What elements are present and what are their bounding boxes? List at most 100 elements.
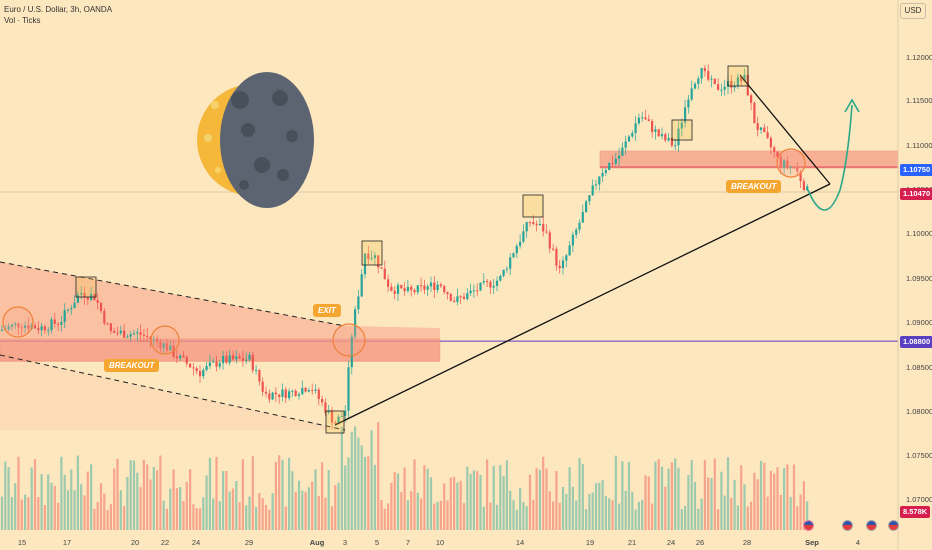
- volume-bar: [258, 493, 261, 530]
- candle-body: [674, 145, 677, 147]
- volume-bar: [7, 467, 10, 530]
- volume-bar: [591, 492, 594, 530]
- volume-bar: [238, 502, 241, 530]
- candle-body: [717, 84, 720, 90]
- volume-bar: [274, 461, 277, 530]
- candle-body: [241, 358, 244, 361]
- volume-bar: [528, 474, 532, 530]
- candle-body: [238, 356, 241, 359]
- candle-body: [710, 78, 713, 80]
- candle-body: [132, 333, 136, 335]
- volume-bar: [311, 481, 314, 530]
- volume-bar: [255, 507, 258, 530]
- volume-bar: [321, 462, 324, 530]
- us-flag-event-icon[interactable]: [842, 520, 853, 531]
- candle-body: [57, 323, 60, 325]
- moon-dark-side: [220, 72, 314, 208]
- x-tick: 29: [244, 538, 254, 547]
- us-flag-event-icon[interactable]: [888, 520, 899, 531]
- candle-body: [251, 354, 254, 371]
- volume-bar: [766, 496, 769, 530]
- candle-body: [697, 78, 700, 84]
- volume-bar: [241, 459, 244, 530]
- candle-body: [456, 296, 459, 302]
- volume-bar: [535, 468, 538, 530]
- volume-bar: [750, 501, 753, 530]
- volume-bar: [14, 483, 17, 530]
- volume-bar: [363, 456, 367, 530]
- volume-bar: [63, 474, 66, 530]
- volume-bar: [792, 464, 796, 530]
- volume-bar: [245, 505, 248, 530]
- candle-body: [502, 269, 505, 276]
- candle-body: [73, 302, 76, 309]
- candle-body: [703, 68, 706, 72]
- candle-body: [479, 282, 482, 291]
- candle-body: [693, 83, 697, 89]
- currency-button[interactable]: USD: [900, 3, 926, 19]
- x-tick: 20: [130, 538, 140, 547]
- candle-body: [202, 369, 205, 377]
- volume-bar: [142, 459, 145, 530]
- volume-bar: [99, 483, 103, 530]
- candle-body: [334, 422, 337, 424]
- volume-bar: [532, 499, 535, 530]
- volume-bar: [677, 467, 680, 530]
- volume-bar: [644, 475, 647, 530]
- volume-bar: [703, 460, 706, 530]
- candle-body: [730, 80, 733, 88]
- candle-body: [195, 368, 198, 372]
- lightning-event-icon[interactable]: [803, 520, 814, 531]
- candle-body: [37, 328, 40, 331]
- symbol-title[interactable]: Euro / U.S. Dollar, 3h, OANDA: [4, 5, 113, 14]
- x-tick: 7: [405, 538, 411, 547]
- volume-bar: [222, 471, 225, 530]
- candle-body: [27, 325, 30, 329]
- volume-bar: [212, 498, 215, 530]
- volume-bar: [314, 469, 317, 530]
- candle-body: [512, 253, 515, 258]
- candle-body: [713, 78, 716, 85]
- candle-body: [205, 365, 208, 370]
- candle-body: [103, 311, 106, 324]
- volume-bar: [66, 490, 70, 530]
- volume-bar: [495, 504, 499, 530]
- volume-bar: [139, 487, 142, 530]
- volume-bar: [340, 426, 343, 530]
- candle-body: [509, 257, 512, 269]
- volume-bar: [403, 467, 406, 530]
- candle-body: [106, 323, 109, 325]
- candle-body: [789, 166, 792, 168]
- volume-indicator-label[interactable]: Vol · Ticks: [4, 16, 41, 25]
- volume-bar: [786, 464, 789, 530]
- volume-bar: [271, 493, 274, 530]
- volume-bar: [608, 498, 611, 530]
- volume-bar: [604, 495, 607, 530]
- candle-body: [773, 147, 776, 152]
- x-tick: 4: [855, 538, 861, 547]
- highlight-box: [75, 276, 97, 298]
- volume-bar: [93, 508, 96, 530]
- volume-bar: [291, 471, 294, 530]
- candle-body: [492, 285, 495, 288]
- volume-bar: [439, 500, 442, 530]
- volume-bar: [136, 472, 139, 530]
- candle-body: [446, 292, 449, 295]
- volume-bar: [657, 459, 660, 530]
- candle-body: [136, 332, 139, 334]
- candle-body: [472, 290, 475, 292]
- volume-bar: [393, 471, 396, 530]
- volume-bar: [713, 458, 716, 530]
- candle-body: [651, 120, 654, 133]
- volume-bar: [159, 455, 162, 530]
- us-flag-event-icon[interactable]: [866, 520, 877, 531]
- candle-body: [753, 102, 756, 124]
- candle-body: [258, 370, 261, 382]
- volume-bar: [499, 465, 502, 530]
- candle-body: [387, 279, 390, 287]
- candle-body: [261, 381, 264, 392]
- volume-bar: [634, 509, 637, 530]
- volume-bar: [472, 470, 475, 530]
- volume-bar: [555, 471, 558, 530]
